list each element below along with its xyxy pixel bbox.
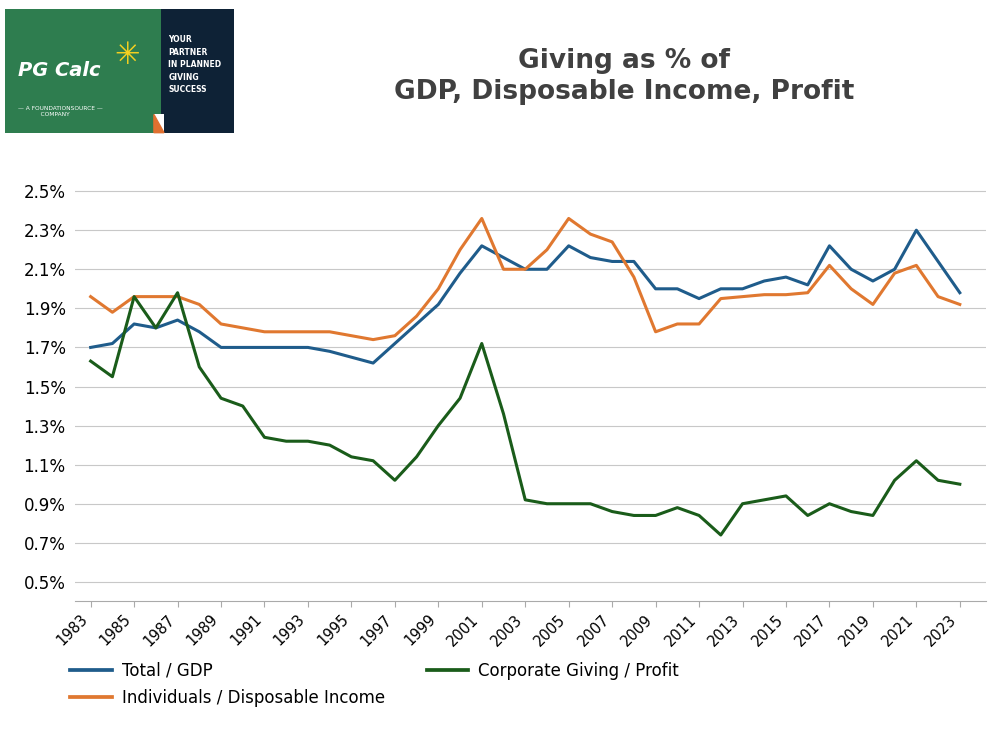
Text: PG Calc: PG Calc bbox=[17, 61, 100, 80]
Text: Giving as % of
GDP, Disposable Income, Profit: Giving as % of GDP, Disposable Income, P… bbox=[393, 48, 854, 105]
Text: YOUR
PARTNER
IN PLANNED
GIVING
SUCCESS: YOUR PARTNER IN PLANNED GIVING SUCCESS bbox=[168, 35, 221, 94]
Text: — A FOUNDATIONSOURCE —
            COMPANY: — A FOUNDATIONSOURCE — COMPANY bbox=[17, 106, 103, 117]
Polygon shape bbox=[154, 114, 164, 133]
Text: ✳: ✳ bbox=[114, 42, 140, 70]
Legend: Total / GDP, Individuals / Disposable Income, Corporate Giving / Profit: Total / GDP, Individuals / Disposable In… bbox=[63, 655, 686, 714]
